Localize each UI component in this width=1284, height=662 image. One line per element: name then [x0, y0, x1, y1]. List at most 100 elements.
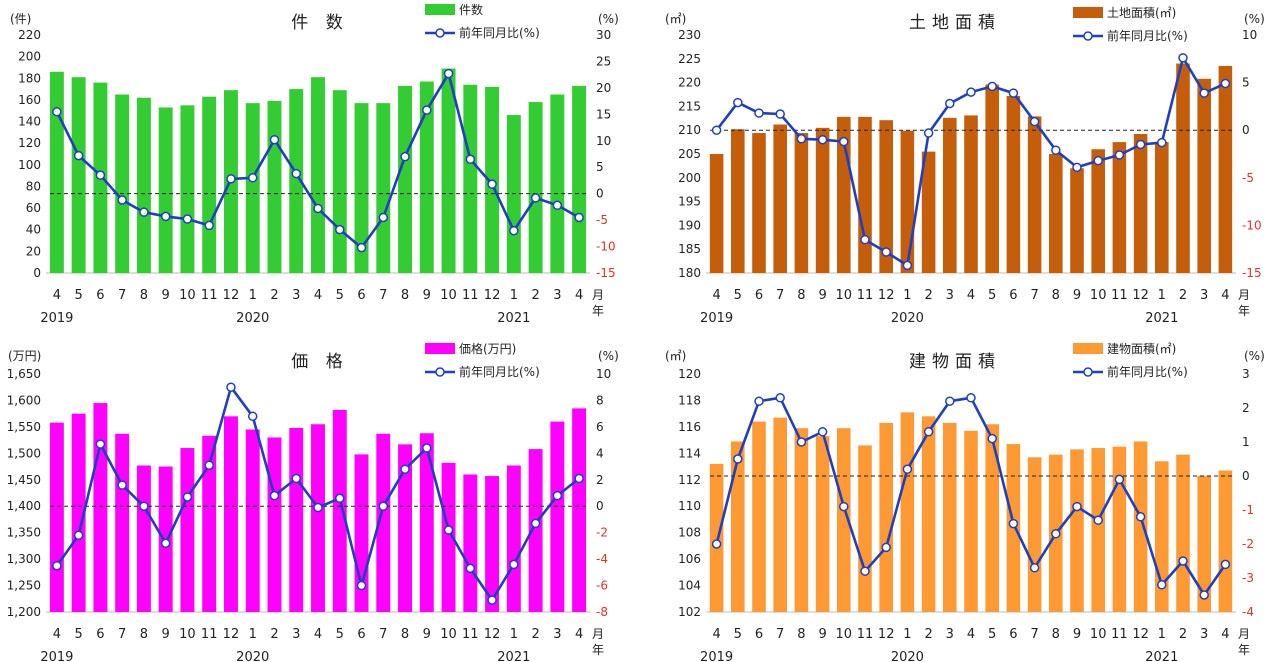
y2-tick-label: 15 [596, 107, 611, 121]
y2-tick-label: 20 [596, 81, 611, 95]
y-tick-label: 20 [26, 244, 41, 258]
x-tick-label: 4 [314, 627, 322, 642]
bar-9 [879, 120, 893, 273]
chart-panel-4: 建物面積(㎡) (%)102104106108110112114116118120… [665, 341, 1265, 662]
x-tick-label: 7 [776, 627, 784, 642]
x-tick-label: 1 [1158, 627, 1166, 642]
yoy-point-11 [923, 128, 934, 138]
y-tick-label: 1,650 [7, 367, 41, 381]
x-tick-label: 4 [575, 627, 583, 642]
x-tick-label: 8 [1052, 288, 1060, 303]
yoy-point-8 [204, 220, 214, 231]
y-tick-label: 112 [678, 473, 701, 487]
y-tick-label: 180 [678, 266, 701, 280]
legend-bar-label: 建物面積(㎡) [1107, 341, 1176, 356]
chart-title: 価 格 [291, 352, 348, 372]
y2-tick-label: 0 [1242, 469, 1250, 483]
yoy-point-3 [95, 170, 106, 180]
x-tick-label: 11 [1111, 288, 1128, 303]
bar-19 [441, 462, 456, 612]
bar-18 [419, 433, 434, 612]
x-tick-label: 1 [249, 288, 257, 303]
yoy-point-2 [73, 150, 84, 161]
yoy-point-9 [881, 542, 891, 553]
x-tick-label: 4 [314, 288, 322, 303]
year-label: 2021 [1145, 311, 1178, 326]
yoy-point-13 [966, 87, 976, 97]
y-tick-label: 160 [18, 93, 41, 107]
bar-16 [1027, 116, 1042, 273]
legend-bar-swatch [425, 4, 455, 15]
legend-line-marker [435, 367, 445, 377]
bar-9 [223, 416, 238, 612]
legend-bar-swatch [1073, 7, 1103, 18]
year-label: 2020 [891, 311, 924, 326]
chart-title: 土地面積 [909, 13, 1001, 33]
x-tick-label: 12 [223, 627, 240, 642]
yoy-point-18 [1072, 501, 1082, 512]
legend-line-label: 前年同月比(%) [459, 25, 540, 40]
yoy-point-8 [204, 460, 214, 470]
y2-tick-label: -5 [1242, 171, 1254, 185]
legend-line-marker [1083, 367, 1093, 377]
x-tick-label: 5 [988, 288, 996, 303]
yoy-point-2 [73, 530, 84, 541]
month-axis-label: 月 [592, 627, 604, 641]
yoy-point-18 [422, 105, 432, 115]
y-axis-unit: (㎡) [665, 12, 686, 26]
x-tick-label: 12 [878, 288, 895, 303]
x-tick-label: 8 [401, 627, 409, 642]
yoy-point-24 [552, 490, 563, 501]
legend-line-label: 前年同月比(%) [1107, 364, 1188, 379]
x-tick-label: 6 [1009, 627, 1017, 642]
x-tick-label: 2 [270, 288, 278, 303]
yoy-point-14 [987, 81, 997, 92]
yoy-point-17 [1051, 145, 1061, 155]
x-tick-label: 11 [857, 627, 874, 642]
x-tick-label: 5 [988, 627, 996, 642]
x-tick-label: 8 [797, 288, 805, 303]
x-tick-label: 5 [336, 288, 344, 303]
x-tick-label: 12 [878, 627, 895, 642]
yoy-point-22 [509, 225, 519, 236]
bar-3 [752, 421, 766, 612]
y2-tick-label: 4 [596, 446, 604, 460]
year-label: 2019 [700, 311, 733, 326]
legend-bar-label: 価格(万円) [459, 341, 516, 356]
y-tick-label: 220 [678, 76, 701, 90]
yoy-point-3 [754, 396, 764, 406]
bar-22 [506, 465, 521, 612]
y2-tick-label: 2 [596, 473, 604, 487]
bar-18 [1070, 168, 1084, 273]
yoy-point-2 [733, 454, 743, 464]
bar-1 [709, 463, 724, 612]
bar-12 [289, 427, 304, 612]
legend-line-label: 前年同月比(%) [1107, 28, 1188, 43]
legend-line-marker [435, 28, 445, 38]
yoy-point-24 [1199, 88, 1209, 98]
yoy-point-18 [1072, 162, 1082, 173]
y-tick-label: 1,200 [7, 605, 41, 619]
yoy-point-13 [313, 502, 323, 513]
year-label: 2021 [497, 311, 530, 326]
x-tick-label: 7 [118, 288, 126, 303]
yoy-point-22 [1157, 137, 1167, 148]
x-tick-label: 3 [1200, 288, 1208, 303]
yoy-point-20 [465, 154, 476, 165]
x-tick-label: 6 [755, 288, 763, 303]
y2-axis-unit: (%) [1244, 349, 1265, 363]
bar-6 [815, 127, 830, 273]
yoy-point-7 [839, 136, 849, 147]
x-tick-label: 4 [967, 288, 975, 303]
y-tick-label: 230 [678, 28, 701, 42]
x-tick-label: 6 [96, 627, 104, 642]
bar-1 [49, 422, 64, 612]
yoy-point-13 [313, 203, 323, 214]
y2-tick-label: -2 [596, 526, 608, 540]
yoy-point-11 [269, 490, 280, 501]
bar-12 [943, 117, 957, 273]
y2-tick-label: -4 [596, 552, 608, 566]
year-label: 2020 [236, 311, 269, 326]
x-tick-label: 4 [1221, 288, 1229, 303]
